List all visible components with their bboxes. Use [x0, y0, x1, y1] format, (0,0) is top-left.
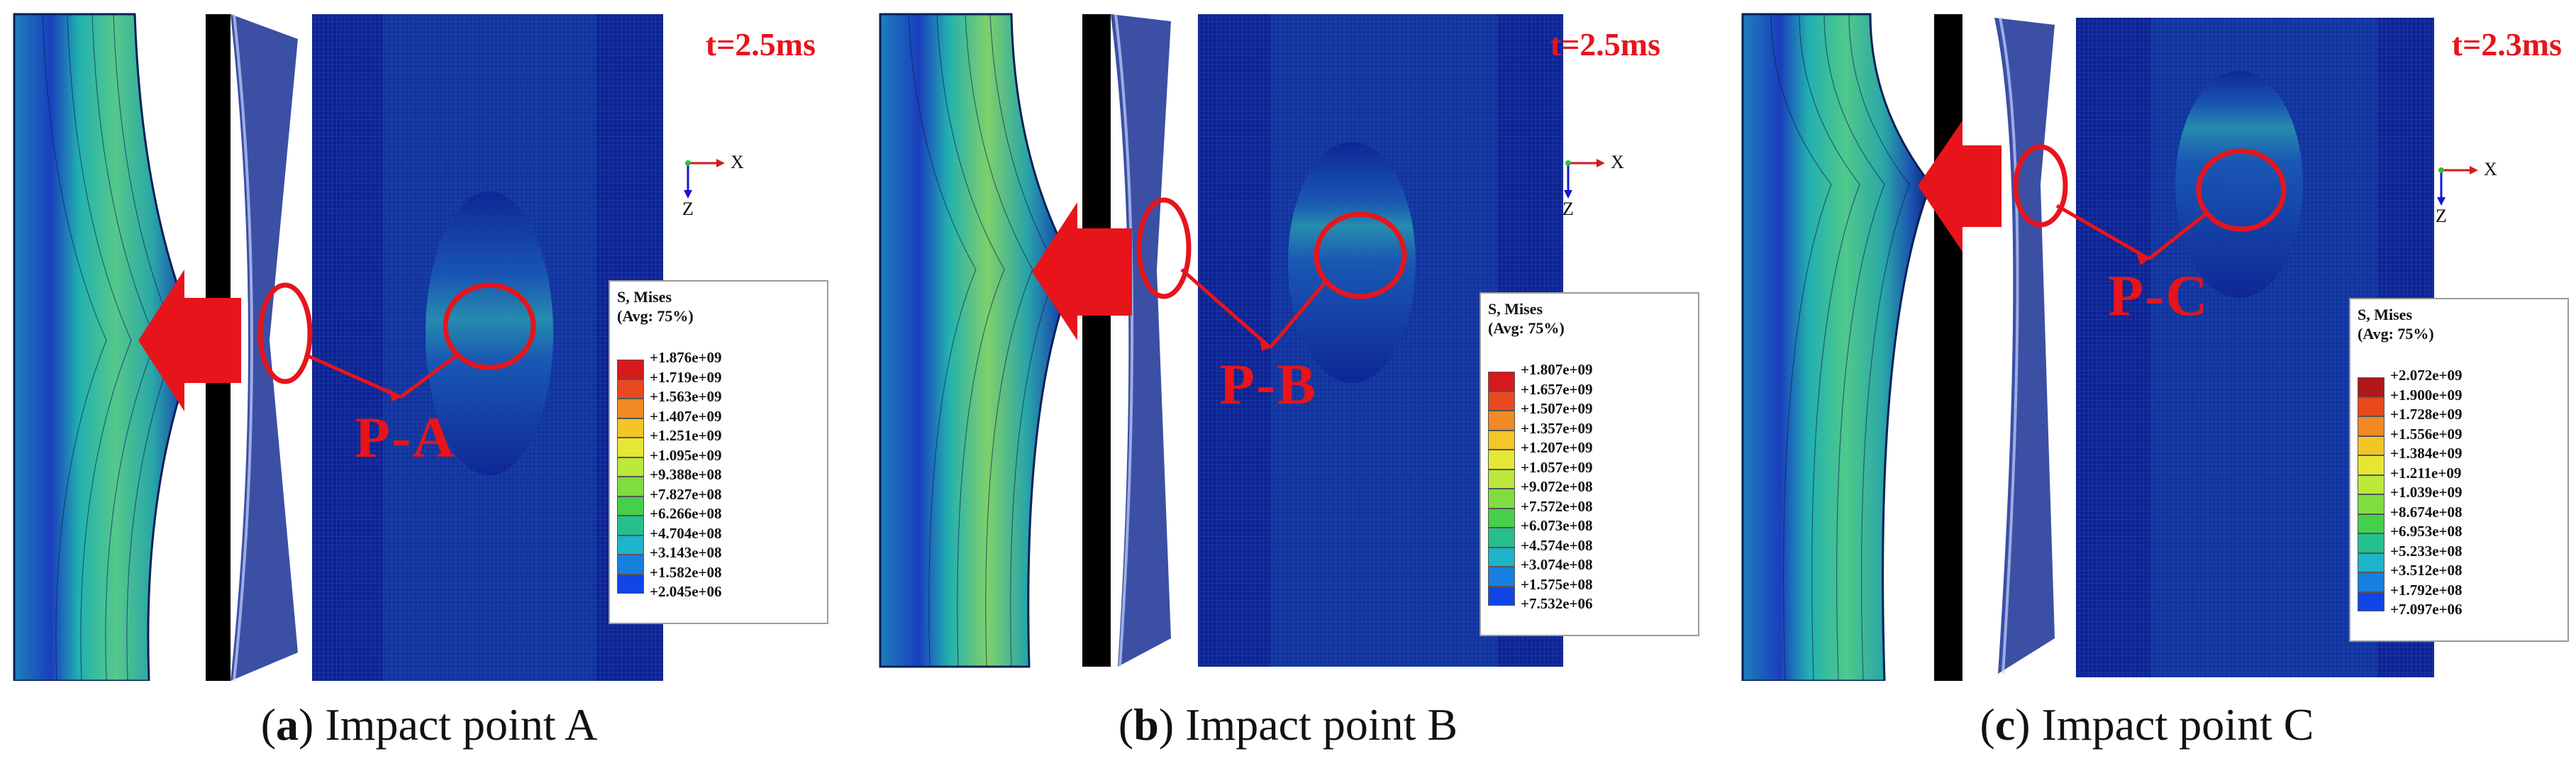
legend-tick: +6.266e+08	[650, 505, 722, 522]
axis-triad: X Z	[681, 149, 766, 234]
time-label: t=2.3ms	[2451, 26, 2562, 62]
legend-tick: +9.072e+08	[1521, 478, 1593, 495]
time-label: t=2.5ms	[705, 26, 816, 62]
legend-tick: +1.719e+09	[650, 368, 722, 386]
legend-tick: +9.388e+08	[650, 466, 722, 483]
legend-tick: +1.357e+09	[1521, 419, 1593, 437]
legend-tick: +1.039e+09	[2390, 484, 2463, 501]
panel-caption: (b) Impact point B	[1118, 699, 1458, 750]
marker-circle	[257, 282, 313, 384]
legend-avg: (Avg: 75%)	[1488, 319, 1565, 337]
legend-tick: +1.792e+08	[2390, 581, 2463, 599]
legend-tick: +1.807e+09	[1521, 361, 1593, 378]
legend-color-scale	[2358, 377, 2385, 611]
stress-legend: S, Mises (Avg: 75%) +1.876e+09 +1.719e+0…	[609, 280, 828, 624]
legend-title: S, Mises	[1488, 300, 1543, 318]
legend-tick: +1.900e+09	[2390, 386, 2463, 404]
axis-z-label: Z	[1562, 199, 1574, 219]
axis-x-label: X	[731, 152, 744, 172]
legend-tick: +7.827e+08	[650, 485, 722, 503]
axis-triad: X Z	[2434, 156, 2519, 241]
legend-tick: +6.073e+08	[1521, 517, 1593, 534]
legend-tick: +4.704e+08	[650, 524, 722, 542]
panel-caption: (c) Impact point C	[1980, 699, 2314, 750]
legend-title: S, Mises	[617, 288, 672, 306]
legend-tick: +1.876e+09	[650, 349, 722, 366]
legend-tick: +1.575e+08	[1521, 575, 1593, 593]
legend-ticks: +1.807e+09 +1.657e+09 +1.507e+09 +1.357e…	[1521, 360, 1593, 614]
legend-tick: +1.657e+09	[1521, 380, 1593, 398]
legend-tick: +1.563e+09	[650, 388, 722, 405]
legend-tick: +1.095e+09	[650, 446, 722, 464]
axis-z-label: Z	[682, 199, 694, 219]
axis-x-label: X	[1611, 152, 1624, 172]
legend-tick: +3.143e+08	[650, 544, 722, 561]
panel-a: t=2.5ms P-A X Z S, Mises (Avg: 75%)	[0, 0, 858, 783]
legend-tick: +8.674e+08	[2390, 503, 2463, 521]
legend-ticks: +1.876e+09 +1.719e+09 +1.563e+09 +1.407e…	[650, 348, 722, 602]
axis-z-label: Z	[2436, 206, 2447, 226]
axis-x-label: X	[2484, 159, 2497, 179]
time-label: t=2.5ms	[1550, 26, 1660, 62]
legend-tick: +6.953e+08	[2390, 523, 2463, 540]
panel-b-graphic	[879, 13, 1563, 668]
legend-tick: +1.728e+09	[2390, 406, 2463, 423]
impact-point-label: P-C	[2108, 263, 2209, 328]
impact-point-label: P-A	[355, 405, 456, 470]
legend-tick: +5.233e+08	[2390, 542, 2463, 560]
legend-tick: +2.045e+06	[650, 583, 722, 600]
legend-tick: +7.532e+06	[1521, 595, 1593, 612]
legend-tick: +1.507e+09	[1521, 400, 1593, 417]
legend-avg: (Avg: 75%)	[617, 307, 694, 325]
axis-arrows-icon	[684, 159, 725, 199]
legend-color-scale	[617, 360, 644, 594]
legend-tick: +1.556e+09	[2390, 425, 2463, 443]
legend-avg: (Avg: 75%)	[2358, 325, 2434, 343]
tube-section	[14, 14, 199, 681]
impact-arrow	[138, 270, 241, 411]
panel-b: t=2.5ms P-B X Z S, Mises (Avg: 75%)	[859, 0, 1717, 783]
legend-tick: +1.384e+09	[2390, 445, 2463, 462]
axis-triad: X Z	[1561, 149, 1646, 234]
legend-tick: +1.057e+09	[1521, 458, 1593, 476]
panel-a-graphic	[13, 13, 663, 681]
legend-color-scale	[1488, 372, 1515, 606]
legend-tick: +4.574e+08	[1521, 536, 1593, 554]
legend-tick: +7.572e+08	[1521, 497, 1593, 515]
legend-tick: +1.207e+09	[1521, 439, 1593, 456]
panel-c: t=2.3ms P-C X Z S, Mises (Avg: 75%)	[1718, 0, 2576, 783]
legend-tick: +3.074e+08	[1521, 556, 1593, 573]
axis-arrows-icon	[1564, 159, 1605, 199]
legend-tick: +7.097e+06	[2390, 601, 2463, 618]
legend-tick: +3.512e+08	[2390, 562, 2463, 579]
legend-tick: +1.582e+08	[650, 563, 722, 581]
legend-tick: +1.407e+09	[650, 407, 722, 425]
stress-legend: S, Mises (Avg: 75%) +1.807e+09 +1.657e+0…	[1479, 292, 1699, 636]
legend-ticks: +2.072e+09 +1.900e+09 +1.728e+09 +1.556e…	[2390, 366, 2463, 620]
legend-tick: +1.211e+09	[2390, 464, 2462, 482]
panel-caption: (a) Impact point A	[260, 699, 598, 750]
legend-tick: +1.251e+09	[650, 427, 722, 444]
stress-legend: S, Mises (Avg: 75%) +2.072e+09 +1.900e+0…	[2349, 298, 2569, 642]
legend-title: S, Mises	[2358, 306, 2412, 323]
axis-arrows-icon	[2437, 166, 2478, 206]
legend-tick: +2.072e+09	[2390, 367, 2463, 384]
impact-point-label: P-B	[1219, 352, 1318, 416]
marker-circle	[443, 282, 536, 370]
